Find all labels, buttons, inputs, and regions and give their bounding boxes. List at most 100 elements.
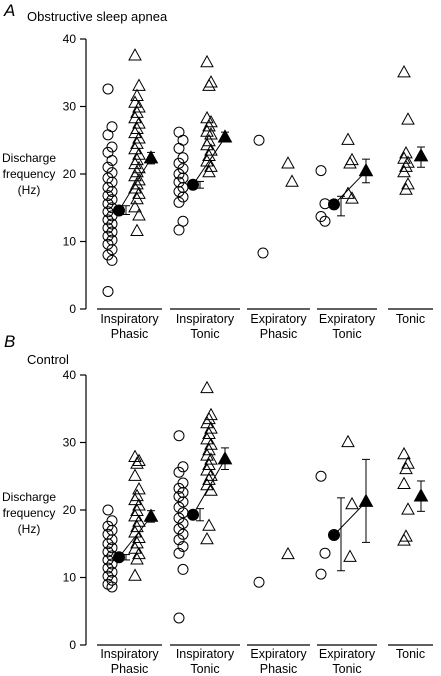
category-label: Expiratory [319, 312, 376, 326]
triangle-point [204, 421, 218, 434]
circle-point [177, 540, 189, 552]
triangle-point [132, 186, 146, 199]
triangle-point [399, 146, 413, 159]
panel-a: A Obstructive sleep apnea Discharge freq… [2, 1, 433, 341]
y-axis-label-line-3: (Hz) [18, 183, 41, 197]
circle-point [102, 562, 114, 574]
triangle-mean [143, 150, 159, 164]
triangle-point [130, 223, 144, 236]
circle-point [106, 558, 118, 570]
triangle-point [128, 110, 142, 124]
triangle-point [200, 531, 214, 545]
triangle-mean [143, 508, 159, 522]
triangle-point [204, 437, 218, 450]
triangle-point [204, 452, 218, 465]
triangle-mean [358, 163, 374, 177]
circle-point [102, 83, 114, 95]
triangle-point [128, 468, 142, 481]
panel-b: B Control Discharge frequency (Hz) 0 10 20… [2, 332, 433, 676]
circle-point [102, 129, 114, 141]
triangle-point [200, 137, 214, 151]
triangle-point [130, 136, 144, 149]
circle-point [102, 198, 114, 210]
mean-connector [118, 516, 152, 558]
circle-point [173, 196, 185, 208]
triangle-point [130, 503, 144, 516]
triangle-point [128, 95, 142, 108]
triangle-point [132, 116, 146, 129]
circle-point [177, 215, 189, 227]
circle-point [177, 172, 189, 184]
triangle-point [397, 446, 411, 460]
triangle-point [132, 78, 146, 91]
circle-point [102, 190, 114, 202]
circle-point [173, 534, 185, 546]
triangle-point [204, 75, 218, 88]
category-label: Inspiratory [176, 647, 235, 661]
triangle-point [132, 100, 146, 113]
triangle-point [399, 529, 413, 542]
triangle-point [200, 415, 214, 429]
category-label: Inspiratory [176, 312, 235, 326]
triangle-point [281, 546, 295, 560]
triangle-point [132, 546, 146, 560]
triangle-point [202, 472, 216, 485]
triangle-point [401, 177, 415, 190]
triangle-point [132, 530, 146, 543]
triangle-point [204, 483, 218, 496]
circle-point [253, 134, 265, 146]
circle-point [257, 247, 269, 259]
triangle-point [401, 112, 415, 125]
triangle-point [128, 509, 142, 522]
circle-point [102, 285, 114, 297]
circle-mean [328, 528, 340, 541]
circle-point [102, 554, 114, 566]
category-label: Expiratory [250, 312, 307, 326]
triangle-point [128, 492, 142, 506]
mean-connector [333, 170, 367, 205]
circle-point [102, 538, 114, 550]
category-label: Phasic [260, 327, 298, 341]
panel-letter: B [4, 332, 15, 351]
triangle-point [401, 502, 415, 515]
triangle-point [345, 191, 359, 204]
mean-connector [192, 137, 226, 186]
circle-point [102, 546, 114, 558]
mean-connector [192, 459, 226, 515]
circle-point [173, 612, 185, 624]
panel-title: Control [27, 352, 69, 367]
triangle-mean [413, 488, 429, 502]
circle-point [106, 542, 118, 554]
y-tick-label: 40 [63, 32, 77, 46]
triangle-point [341, 132, 355, 145]
category-label: Inspiratory [100, 312, 159, 326]
category-label: Tonic [190, 327, 219, 341]
panel-title: Obstructive sleep apnea [27, 9, 168, 24]
triangle-point [128, 141, 142, 155]
circle-point [319, 215, 331, 227]
triangle-point [200, 432, 214, 445]
triangle-point [204, 143, 218, 156]
circle-point [106, 186, 118, 198]
circle-point [173, 482, 185, 494]
triangle-mean [217, 451, 233, 465]
circle-mean [187, 178, 199, 191]
triangle-point [200, 380, 214, 394]
circle-point [102, 230, 114, 242]
circle-point [106, 218, 118, 230]
circle-point [102, 206, 114, 218]
y-tick-label: 40 [63, 368, 77, 382]
triangle-point [397, 533, 411, 546]
circle-point [173, 142, 185, 154]
circle-point [102, 520, 114, 532]
triangle-point [202, 457, 216, 471]
triangle-point [401, 456, 415, 469]
triangle-point [399, 159, 413, 172]
triangle-point [130, 552, 144, 565]
circle-point [102, 182, 114, 193]
triangle-point [343, 549, 357, 562]
circle-mean [328, 198, 340, 211]
triangle-point [128, 541, 142, 554]
triangle-point [130, 519, 144, 533]
